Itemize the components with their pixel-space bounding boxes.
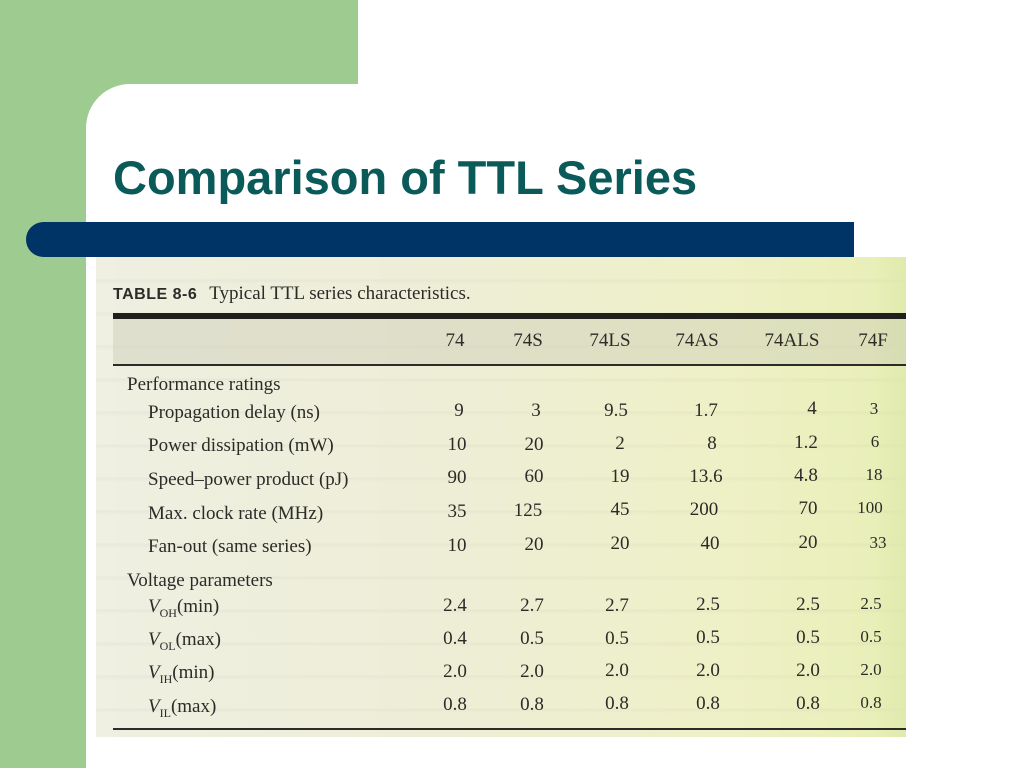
table-cell: 0.4 — [443, 628, 467, 649]
column-header: 74ALS — [764, 330, 820, 351]
table-cell: 6 — [870, 432, 880, 451]
column-header: 74 — [445, 330, 465, 351]
table-cell: 10 — [447, 535, 467, 556]
voltage-subscript: IL — [159, 705, 171, 720]
table-cell: 0.8 — [696, 693, 720, 714]
table-cell: 20 — [524, 434, 544, 455]
row-label: VIH(min) — [148, 662, 215, 687]
table-number: TABLE 8-6 — [113, 286, 198, 303]
table-cell: 33 — [869, 533, 887, 552]
table-cell: 2.4 — [443, 595, 467, 616]
slide-title: Comparison of TTL Series — [113, 151, 698, 204]
column-header: 74AS — [675, 330, 719, 351]
voltage-symbol: V — [148, 662, 160, 683]
table-cell: 0.8 — [860, 693, 882, 712]
table-cell: 2.0 — [520, 661, 544, 682]
table-cell: 45 — [610, 499, 630, 520]
row-label: Max. clock rate (MHz) — [148, 503, 324, 524]
table-cell: 20 — [798, 532, 818, 553]
table-cell: 0.5 — [860, 627, 882, 646]
voltage-symbol: V — [148, 696, 160, 717]
table-cell: 1.7 — [694, 400, 718, 421]
column-header: 74LS — [589, 330, 631, 351]
row-label: VOL(max) — [148, 629, 221, 654]
table-cell: 200 — [689, 499, 719, 520]
table-cell: 0.5 — [696, 627, 720, 648]
table-cell: 18 — [865, 465, 883, 484]
table-cell: 1.2 — [794, 432, 818, 453]
row-label: VIL(max) — [148, 696, 216, 721]
table-cell: 3 — [531, 400, 541, 421]
table-cell: 2.7 — [520, 595, 544, 616]
row-label: Fan-out (same series) — [148, 536, 312, 557]
table-top-rule — [113, 313, 906, 319]
table-cell: 4 — [807, 398, 817, 419]
table-cell: 40 — [700, 533, 720, 554]
scanned-table-image: TABLE 8-6 Typical TTL series characterist… — [96, 257, 906, 737]
table-cell: 0.8 — [796, 693, 820, 714]
table-cell: 2.0 — [443, 661, 467, 682]
table-cell: 2.5 — [696, 594, 720, 615]
table-cell: 9.5 — [604, 400, 628, 421]
table-cell: 0.8 — [443, 694, 467, 715]
table-cell: 3 — [869, 399, 879, 418]
row-label: Speed–power product (pJ) — [148, 469, 349, 490]
table-cell: 0.5 — [605, 628, 629, 649]
table-cell: 0.8 — [520, 694, 544, 715]
column-header: 74F — [858, 330, 888, 351]
table-caption: TABLE 8-6 Typical TTL series characterist… — [113, 283, 471, 305]
table-cell: 70 — [798, 498, 818, 519]
table-cell: 20 — [610, 533, 630, 554]
section-label: Voltage parameters — [127, 570, 273, 591]
table-cell: 9 — [454, 400, 464, 421]
table-cell: 2.5 — [860, 594, 882, 613]
table-cell: 2.0 — [860, 660, 882, 679]
table-cell: 100 — [857, 498, 883, 517]
voltage-symbol: V — [148, 596, 160, 617]
table-cell: 35 — [447, 501, 467, 522]
voltage-suffix: (min) — [176, 596, 220, 617]
row-label: Propagation delay (ns) — [148, 402, 321, 423]
row-label: VOH(min) — [148, 596, 219, 621]
table-header-band — [113, 319, 906, 364]
table-cell: 2.0 — [605, 660, 629, 681]
table-cell: 125 — [513, 500, 543, 521]
table-cell: 2.0 — [796, 660, 820, 681]
table-bottom-rule — [113, 728, 906, 730]
scan-bleed-through — [96, 257, 906, 737]
table-cell: 0.8 — [605, 693, 629, 714]
voltage-suffix: (max) — [175, 629, 221, 650]
table-cell: 90 — [447, 467, 467, 488]
table-cell: 20 — [524, 534, 544, 555]
table-cell: 60 — [524, 466, 544, 487]
row-label: Power dissipation (mW) — [148, 435, 334, 456]
table-cell: 10 — [447, 434, 467, 455]
table-cell: 2.5 — [796, 594, 820, 615]
voltage-subscript: IH — [159, 671, 173, 686]
voltage-subscript: OL — [159, 638, 176, 653]
table-cell: 19 — [610, 466, 630, 487]
column-header: 74S — [513, 330, 543, 351]
table-cell: 0.5 — [520, 628, 544, 649]
table-cell: 4.8 — [794, 465, 818, 486]
voltage-subscript: OH — [159, 605, 177, 620]
table-caption-text: Typical TTL series characteristics. — [209, 283, 471, 304]
section-label: Performance ratings — [127, 374, 281, 395]
voltage-suffix: (max) — [170, 696, 217, 717]
table-cell: 13.6 — [689, 466, 723, 487]
title-underline-bar — [26, 222, 854, 257]
table-cell: 8 — [707, 433, 717, 454]
voltage-suffix: (min) — [172, 662, 215, 683]
table-cell: 2 — [615, 433, 625, 454]
table-header-rule — [113, 364, 906, 366]
voltage-symbol: V — [148, 629, 160, 650]
scan-page-shadow — [872, 257, 906, 737]
table-cell: 0.5 — [796, 627, 820, 648]
table-cell: 2.7 — [605, 595, 629, 616]
table-cell: 2.0 — [696, 660, 720, 681]
